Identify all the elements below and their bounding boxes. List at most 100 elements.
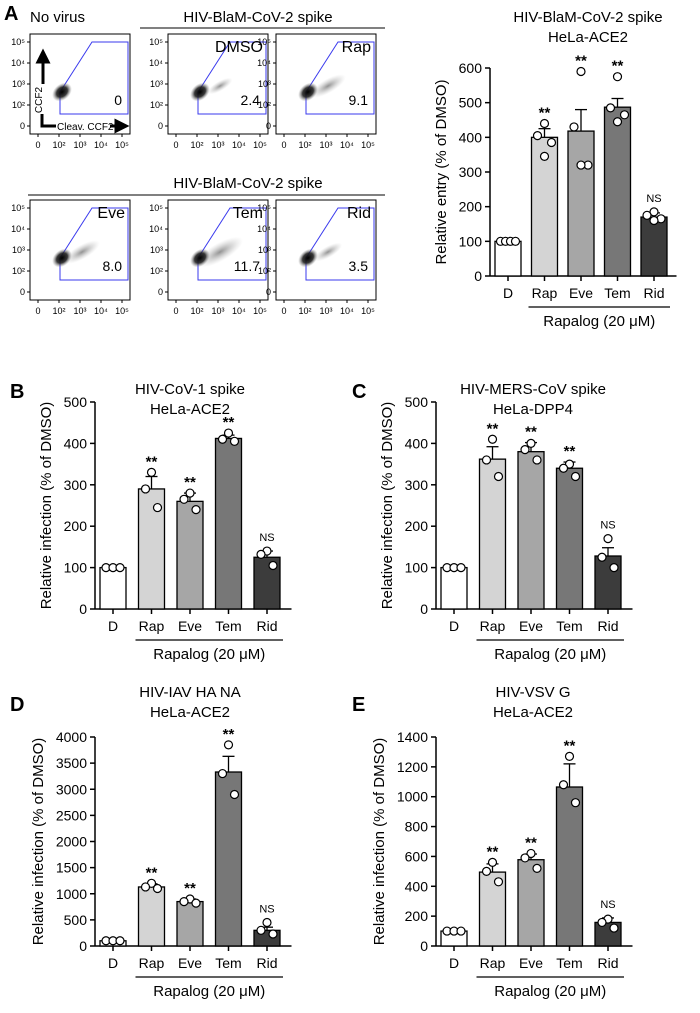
y-tick-label: 500 — [64, 912, 88, 928]
data-point — [268, 560, 278, 571]
bar-chart-b: B HIV-CoV-1 spike HeLa-ACE2 0 100 200 300 400 50… — [10, 381, 292, 663]
panel-letter: B — [10, 381, 24, 403]
data-point — [539, 151, 550, 161]
data-point — [140, 882, 151, 892]
significance-label: ** — [525, 424, 537, 441]
category-label: Rid — [256, 618, 277, 634]
category-label: Rap — [480, 618, 506, 634]
y-tick-label: 3500 — [56, 755, 87, 771]
flow-y-tick-label: 0 — [266, 287, 271, 297]
category-label: Eve — [569, 285, 593, 301]
flow-x-tick-label: 10³ — [73, 306, 86, 316]
category-label: Rid — [597, 955, 618, 971]
y-tick-label: 300 — [459, 164, 483, 180]
category-label: D — [108, 618, 118, 634]
category-label: D — [108, 955, 118, 971]
flow-plot-frame — [29, 33, 131, 135]
flow-x-tick-label: 10⁴ — [232, 306, 246, 316]
data-point — [185, 488, 195, 498]
bar-eve — [176, 900, 204, 947]
flow-x-tick-label: 10³ — [73, 140, 86, 150]
data-point — [546, 137, 557, 148]
data-point — [229, 436, 240, 446]
y-tick-label: 1400 — [397, 729, 428, 745]
data-point — [526, 848, 536, 859]
category-label: Eve — [178, 618, 202, 634]
data-point — [642, 210, 652, 220]
flow-y-tick-label: 10² — [12, 100, 25, 110]
significance-label: ** — [564, 443, 576, 460]
flow-y-tick-label: 10⁴ — [257, 224, 271, 234]
data-point — [520, 445, 530, 455]
flow-y-tick-label: 10⁵ — [11, 37, 25, 47]
data-point — [223, 428, 234, 438]
data-point — [532, 131, 543, 141]
significance-label: ** — [612, 58, 624, 75]
flow-y-tick-label: 10³ — [150, 245, 163, 255]
data-point — [564, 751, 575, 762]
data-point — [115, 562, 125, 573]
y-tick-label: 300 — [64, 477, 88, 493]
chart-subtitle: HeLa-ACE2 — [493, 704, 573, 721]
y-tick-label: 300 — [405, 477, 429, 493]
y-tick-label: 1200 — [397, 759, 428, 775]
data-point — [493, 877, 504, 887]
flow-x-tick-label: 10⁵ — [115, 306, 129, 316]
flow-x-tick-label: 10³ — [319, 140, 332, 150]
flow-x-tick-label: 0 — [35, 306, 40, 316]
chart-subtitle: HeLa-ACE2 — [548, 29, 628, 46]
flow-gate-percent: 8.0 — [103, 258, 123, 274]
data-point — [532, 863, 542, 873]
data-point — [576, 66, 586, 77]
data-point — [256, 925, 266, 935]
chart-title: HIV-BlaM-CoV-2 spike — [513, 9, 662, 26]
data-point — [217, 434, 228, 444]
significance-label: ** — [539, 104, 551, 121]
flow-y-tick-label: 10⁴ — [149, 58, 163, 68]
y-tick-label: 200 — [459, 199, 483, 215]
cell-population-light — [207, 77, 233, 95]
significance-label: ** — [184, 474, 196, 491]
flow-x-tick-label: 10⁴ — [232, 140, 246, 150]
flow-x-tick-label: 10² — [190, 140, 203, 150]
flow-y-tick-label: 10³ — [258, 245, 271, 255]
significance-label: ** — [487, 843, 499, 860]
bar-rap — [137, 886, 166, 947]
cell-population-dark — [52, 82, 72, 102]
flow-x-tick-label: 0 — [281, 140, 286, 150]
y-tick-label: 100 — [405, 560, 429, 576]
data-point — [539, 118, 550, 129]
data-point — [191, 898, 201, 908]
group-label: Rapalog (20 μM) — [153, 646, 265, 663]
cell-population-dark — [298, 248, 318, 268]
data-point — [570, 798, 581, 808]
data-point — [179, 896, 189, 907]
cell-population-dark — [190, 82, 210, 102]
bar-tem — [214, 771, 243, 947]
flow-x-tick-label: 10⁵ — [361, 140, 375, 150]
data-point — [493, 471, 504, 482]
y-tick-label: 600 — [459, 60, 483, 76]
flow-x-tick-label: 10³ — [211, 140, 224, 150]
data-point — [487, 857, 498, 868]
category-label: Rap — [139, 955, 165, 971]
y-tick-label: 2500 — [56, 807, 87, 823]
y-tick-label: 3000 — [56, 781, 87, 797]
flow-y-tick-label: 10³ — [258, 79, 271, 89]
data-point — [481, 455, 492, 465]
y-tick-label: 0 — [420, 601, 428, 617]
y-tick-label: 800 — [405, 819, 429, 835]
y-tick-label: 2000 — [56, 834, 87, 850]
bar-chart-a: HIV-BlaM-CoV-2 spike HeLa-ACE2 0 100 200 300 4… — [433, 9, 677, 330]
significance-label: ** — [223, 414, 235, 431]
y-axis-label: Relative infection (% of DMSO) — [379, 402, 396, 610]
y-tick-label: 100 — [459, 233, 483, 249]
flow-y-tick-label: 10⁵ — [149, 37, 163, 47]
flow-y-tick-label: 10³ — [12, 245, 25, 255]
group-label: Rapalog (20 μM) — [494, 983, 606, 1000]
chart-subtitle: HeLa-DPP4 — [493, 401, 573, 418]
data-point — [609, 923, 619, 933]
flow-y-tick-label: 10⁴ — [11, 224, 25, 234]
